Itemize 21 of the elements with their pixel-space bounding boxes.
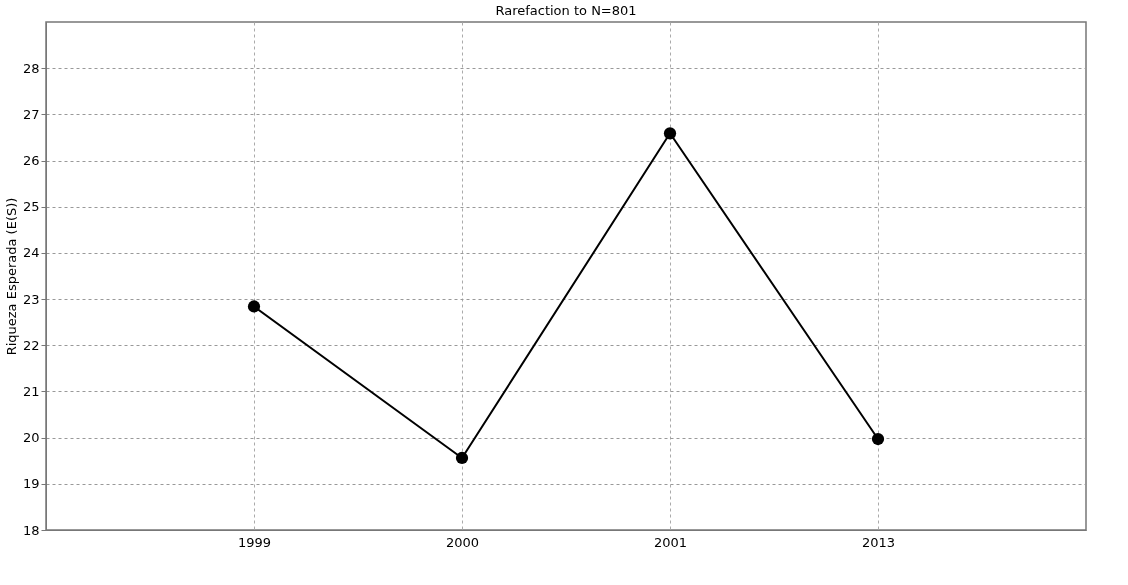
y-tick-label: 27 — [22, 106, 40, 122]
y-tick-label: 24 — [22, 245, 40, 261]
point — [871, 432, 885, 446]
point — [247, 300, 261, 313]
y-tick-label: 25 — [22, 199, 40, 215]
y-tick-label: 21 — [22, 383, 40, 399]
x-tick-label: 2013 — [861, 534, 896, 550]
y-tick-label: 19 — [22, 476, 40, 492]
y-tick-label: 18 — [22, 522, 40, 538]
y-tick-label: 20 — [22, 430, 40, 446]
point — [663, 127, 677, 140]
y-tick-label: 23 — [22, 291, 40, 307]
chart-title: Rarefaction to N=801 — [495, 3, 637, 18]
point — [455, 451, 469, 465]
y-tick-label: 26 — [22, 153, 40, 169]
y-tick-label: 28 — [22, 60, 40, 76]
y-axis-title: Riqueza Esperada (E(S)) — [3, 197, 19, 356]
y-tick-label: 22 — [22, 337, 40, 353]
x-tick-label: 2000 — [445, 534, 480, 550]
x-tick-label: 1999 — [237, 534, 272, 550]
x-tick-label: 2001 — [653, 534, 688, 550]
